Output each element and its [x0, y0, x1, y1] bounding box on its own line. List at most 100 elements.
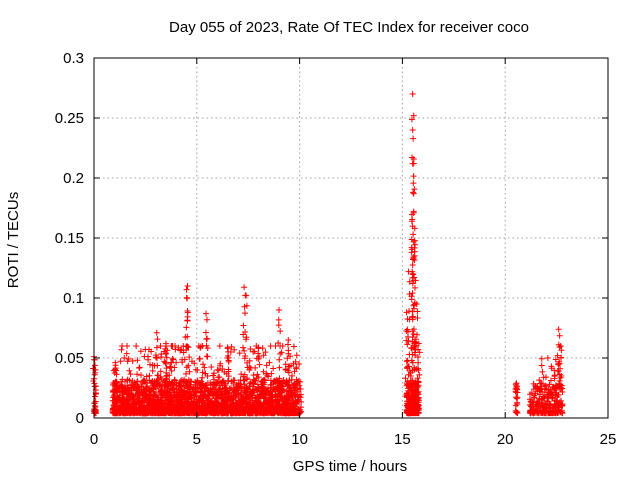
data-point — [129, 400, 136, 407]
data-point — [117, 358, 124, 365]
data-point — [118, 346, 125, 353]
data-point — [548, 363, 555, 370]
data-point — [403, 309, 410, 316]
data-point — [295, 378, 302, 385]
data-point — [541, 394, 548, 401]
data-point — [297, 391, 304, 398]
data-point — [538, 380, 545, 387]
data-point — [179, 396, 186, 403]
data-point — [214, 400, 221, 407]
data-point — [549, 395, 556, 402]
data-point — [225, 358, 232, 365]
data-point — [276, 356, 283, 363]
data-point — [556, 344, 563, 351]
data-point — [172, 346, 179, 353]
data-point — [558, 354, 565, 361]
x-tick-label: 5 — [193, 431, 201, 448]
data-point — [123, 350, 130, 357]
data-point — [262, 377, 269, 384]
data-point — [169, 343, 176, 349]
data-point — [130, 402, 137, 409]
data-point — [268, 370, 275, 377]
data-point — [415, 395, 422, 402]
data-point — [211, 370, 218, 377]
data-point — [409, 154, 416, 161]
data-point — [224, 352, 231, 359]
data-point — [294, 384, 301, 391]
data-point — [409, 268, 416, 275]
data-point — [410, 208, 417, 215]
data-point — [170, 386, 177, 393]
data-point — [136, 408, 143, 415]
data-point — [555, 326, 562, 333]
data-point — [255, 345, 262, 352]
data-point — [556, 371, 563, 378]
data-point — [276, 364, 283, 371]
data-point — [203, 336, 210, 343]
data-point — [282, 395, 289, 402]
data-point — [275, 322, 282, 329]
data-point — [513, 389, 520, 396]
data-point — [169, 405, 176, 412]
data-point — [403, 337, 410, 344]
data-point — [113, 407, 120, 414]
data-point — [182, 378, 189, 385]
data-point — [158, 383, 165, 390]
data-point — [183, 343, 190, 350]
data-point — [219, 393, 226, 400]
data-point — [285, 347, 292, 354]
data-point — [244, 385, 251, 392]
data-point — [410, 381, 417, 388]
data-point — [216, 343, 223, 349]
data-point — [128, 381, 135, 388]
data-point — [134, 357, 141, 364]
data-point — [185, 362, 192, 369]
data-point — [279, 387, 286, 394]
data-point — [213, 389, 220, 396]
data-point — [241, 284, 248, 291]
data-point — [184, 283, 191, 289]
data-point — [408, 410, 415, 417]
data-point — [166, 408, 173, 415]
data-point — [129, 358, 136, 365]
data-point — [184, 396, 191, 403]
data-point — [197, 381, 204, 388]
data-point — [559, 402, 566, 409]
data-point — [555, 380, 562, 387]
data-point — [246, 404, 253, 411]
data-point — [124, 386, 131, 393]
data-point — [288, 391, 295, 398]
data-point — [188, 394, 195, 401]
data-point — [177, 383, 184, 390]
data-point — [236, 409, 243, 416]
data-point — [404, 357, 411, 364]
data-point — [207, 380, 214, 387]
data-point — [415, 388, 422, 395]
data-point — [183, 324, 190, 331]
grid-layer — [94, 58, 608, 418]
data-point — [538, 362, 545, 369]
data-point — [199, 361, 206, 368]
data-point — [217, 362, 224, 369]
data-point — [92, 393, 99, 400]
data-point — [244, 364, 251, 371]
data-point — [409, 280, 416, 287]
data-point — [255, 374, 262, 381]
data-point — [154, 336, 161, 343]
data-point — [162, 340, 169, 347]
data-point — [242, 329, 249, 336]
data-point — [406, 363, 413, 370]
data-point — [134, 390, 141, 397]
data-point — [121, 403, 128, 410]
data-point — [231, 388, 238, 395]
data-point — [219, 365, 226, 372]
data-point — [186, 391, 193, 398]
data-point — [203, 353, 210, 360]
data-point — [139, 406, 146, 413]
data-point — [149, 403, 156, 410]
data-point — [415, 378, 422, 385]
data-point — [255, 405, 262, 412]
x-tick-label: 25 — [600, 431, 617, 448]
data-point — [556, 332, 563, 339]
data-point — [152, 354, 159, 361]
